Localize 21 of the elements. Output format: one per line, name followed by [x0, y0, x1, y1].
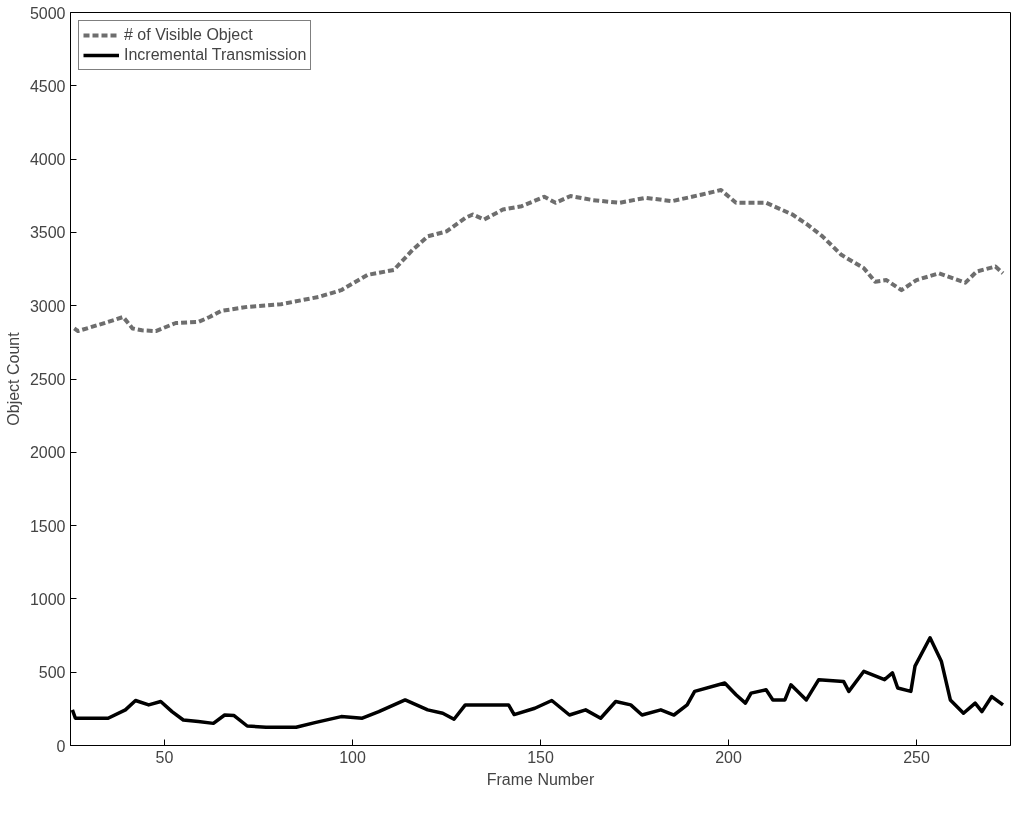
y-tick-label: 1000 — [29, 590, 66, 608]
y-tick-label: 1500 — [29, 517, 66, 535]
y-tick-label: 4000 — [29, 151, 66, 169]
legend-label: # of Visible Object — [124, 26, 253, 44]
x-tick-label: 150 — [527, 748, 554, 766]
y-tick-label: 3500 — [29, 224, 66, 242]
y-tick-label: 2000 — [29, 444, 66, 462]
x-tick-label: 250 — [903, 748, 930, 766]
y-tick-label: 4500 — [29, 77, 66, 95]
x-axis-title: Frame Number — [486, 770, 595, 788]
x-tick-label: 100 — [339, 748, 366, 766]
y-tick-label: 2500 — [29, 371, 66, 388]
x-tick-label: 200 — [715, 748, 742, 766]
x-tick-label: 50 — [155, 748, 174, 766]
y-tick-label: 3000 — [29, 297, 66, 315]
y-axis-title: Object Count — [4, 331, 22, 426]
y-tick-label: 0 — [56, 737, 66, 755]
line-series — [72, 188, 1005, 334]
y-tick-label: 5000 — [29, 4, 66, 22]
y-tick-label: 500 — [38, 664, 66, 682]
legend-label: Incremental Transmission — [124, 46, 307, 64]
